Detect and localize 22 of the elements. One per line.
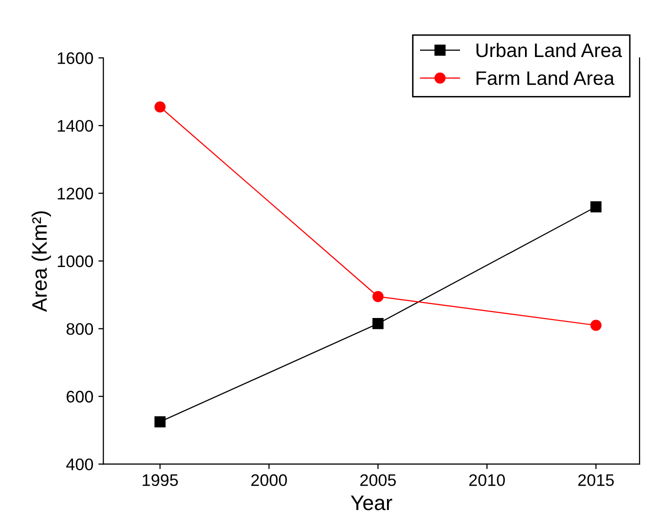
y-tick-label: 800 [66,323,93,335]
point [372,290,384,302]
y-tick-label: 600 [66,390,93,403]
x-tick-label: 2010 [469,474,505,486]
y-tick-label: 1600 [58,52,93,64]
y-tick-label: 400 [66,458,93,470]
x-tick-label: 1995 [142,474,178,486]
x-tick-label: 2015 [578,474,614,486]
x-axis-title: Year [350,496,392,510]
y-tick-label: 1200 [58,188,93,200]
point [590,320,602,331]
point [372,318,384,330]
y-tick-label: 1000 [58,255,93,268]
x-tick-label: 2000 [251,474,287,486]
legend-label: Urban Land Area [476,42,622,58]
y-axis-title: Area (Km²) [32,211,51,312]
legend-label: Farm Land Area [476,70,614,86]
point [154,416,166,428]
x-tick-label: 2005 [360,474,396,486]
y-tick-label: 1400 [58,120,93,132]
point [590,201,602,212]
point [154,101,166,113]
